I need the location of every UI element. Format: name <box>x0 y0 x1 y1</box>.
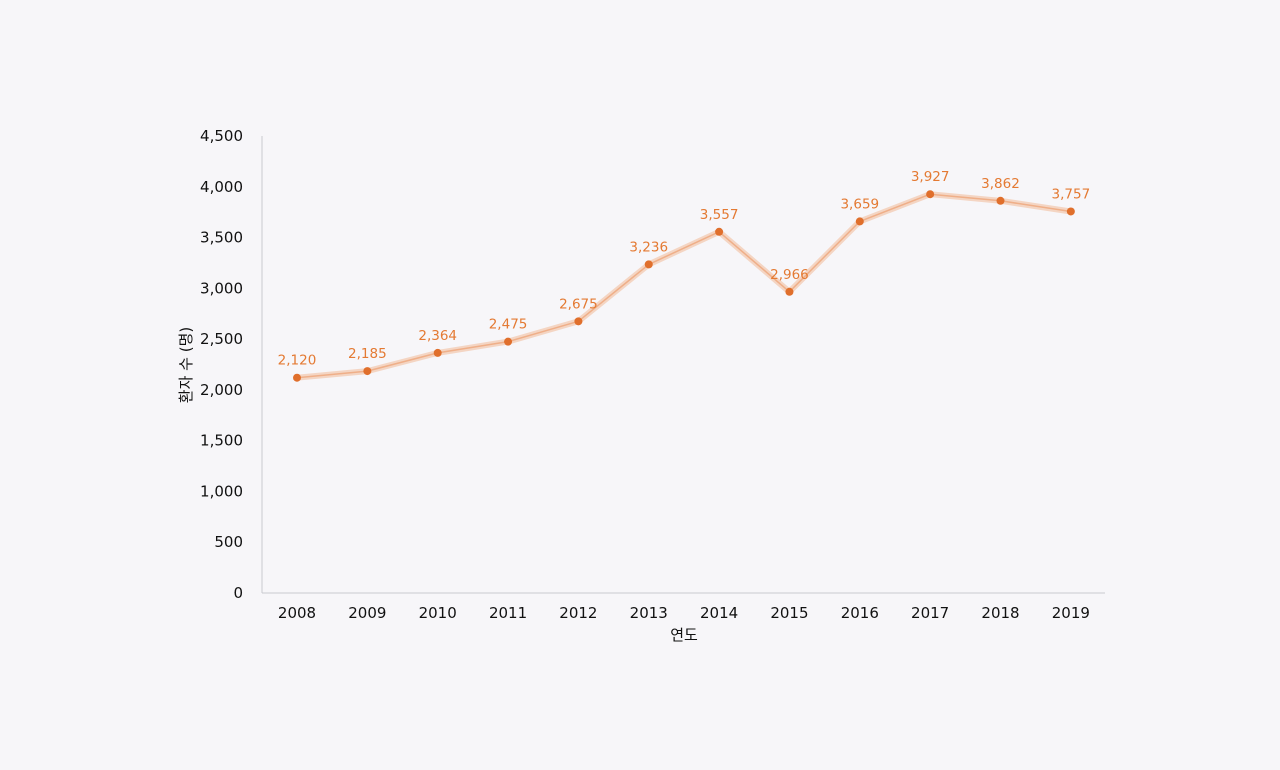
x-tick-label: 2016 <box>841 604 879 622</box>
x-tick-label: 2012 <box>559 604 597 622</box>
x-tick-label: 2011 <box>489 604 527 622</box>
data-label: 3,757 <box>1052 186 1091 202</box>
data-point-marker <box>574 317 583 326</box>
series-group: 2,120 2,185 2,364 2,475 2,675 3,236 3,557 2,966… <box>278 169 1091 382</box>
y-tick-label: 4,000 <box>200 178 243 196</box>
data-label: 3,862 <box>981 176 1020 192</box>
x-tick-label: 2008 <box>278 604 316 622</box>
series-line <box>296 193 1071 379</box>
data-point-marker <box>996 196 1005 205</box>
data-label: 2,185 <box>348 346 387 362</box>
series-line-glow <box>294 191 1074 381</box>
series-markers <box>293 190 1075 382</box>
data-label: 2,364 <box>418 328 457 344</box>
y-tick-label: 500 <box>214 533 243 551</box>
data-point-marker <box>785 287 794 296</box>
y-tick-label: 2,000 <box>200 381 243 399</box>
data-label: 2,675 <box>559 296 598 312</box>
data-label: 2,120 <box>278 353 317 369</box>
y-tick-label: 0 <box>233 584 243 602</box>
data-point-marker <box>363 367 372 376</box>
y-tick-label: 1,000 <box>200 482 243 500</box>
y-tick-label: 1,500 <box>200 432 243 450</box>
y-axis-ticks: 0 500 1,000 1,500 2,000 2,500 3,000 3,500 4,000 4… <box>200 127 243 602</box>
data-point-marker <box>1066 207 1075 216</box>
data-label: 3,927 <box>911 169 950 185</box>
x-tick-label: 2009 <box>348 604 386 622</box>
x-tick-label: 2019 <box>1052 604 1090 622</box>
x-tick-label: 2014 <box>700 604 738 622</box>
x-axis-ticks: 2008 2009 2010 2011 2012 2013 2014 2015 2016 2017… <box>278 604 1090 622</box>
data-label: 3,557 <box>700 207 739 223</box>
data-label: 2,966 <box>770 267 809 283</box>
data-point-marker <box>715 227 724 236</box>
data-point-marker <box>644 260 653 269</box>
data-label: 3,659 <box>840 196 879 212</box>
data-point-marker <box>433 348 442 357</box>
y-axis-title: 환자 수 (명) <box>177 327 195 403</box>
y-tick-label: 3,500 <box>200 229 243 247</box>
axes <box>261 136 1105 594</box>
x-tick-label: 2015 <box>770 604 808 622</box>
data-point-marker <box>504 337 513 346</box>
data-point-marker <box>293 373 301 382</box>
series-data-labels: 2,120 2,185 2,364 2,475 2,675 3,236 3,557 2,966… <box>278 169 1091 369</box>
data-label: 3,236 <box>629 239 668 255</box>
y-tick-label: 3,000 <box>200 279 243 297</box>
x-axis-title: 연도 <box>670 626 698 644</box>
data-point-marker <box>926 190 935 199</box>
x-tick-label: 2013 <box>630 604 668 622</box>
data-label: 2,475 <box>489 317 528 333</box>
y-tick-label: 4,500 <box>200 127 243 145</box>
data-point-marker <box>855 217 864 226</box>
x-tick-label: 2010 <box>419 604 457 622</box>
x-tick-label: 2017 <box>911 604 949 622</box>
y-tick-label: 2,500 <box>200 330 243 348</box>
x-tick-label: 2018 <box>981 604 1019 622</box>
